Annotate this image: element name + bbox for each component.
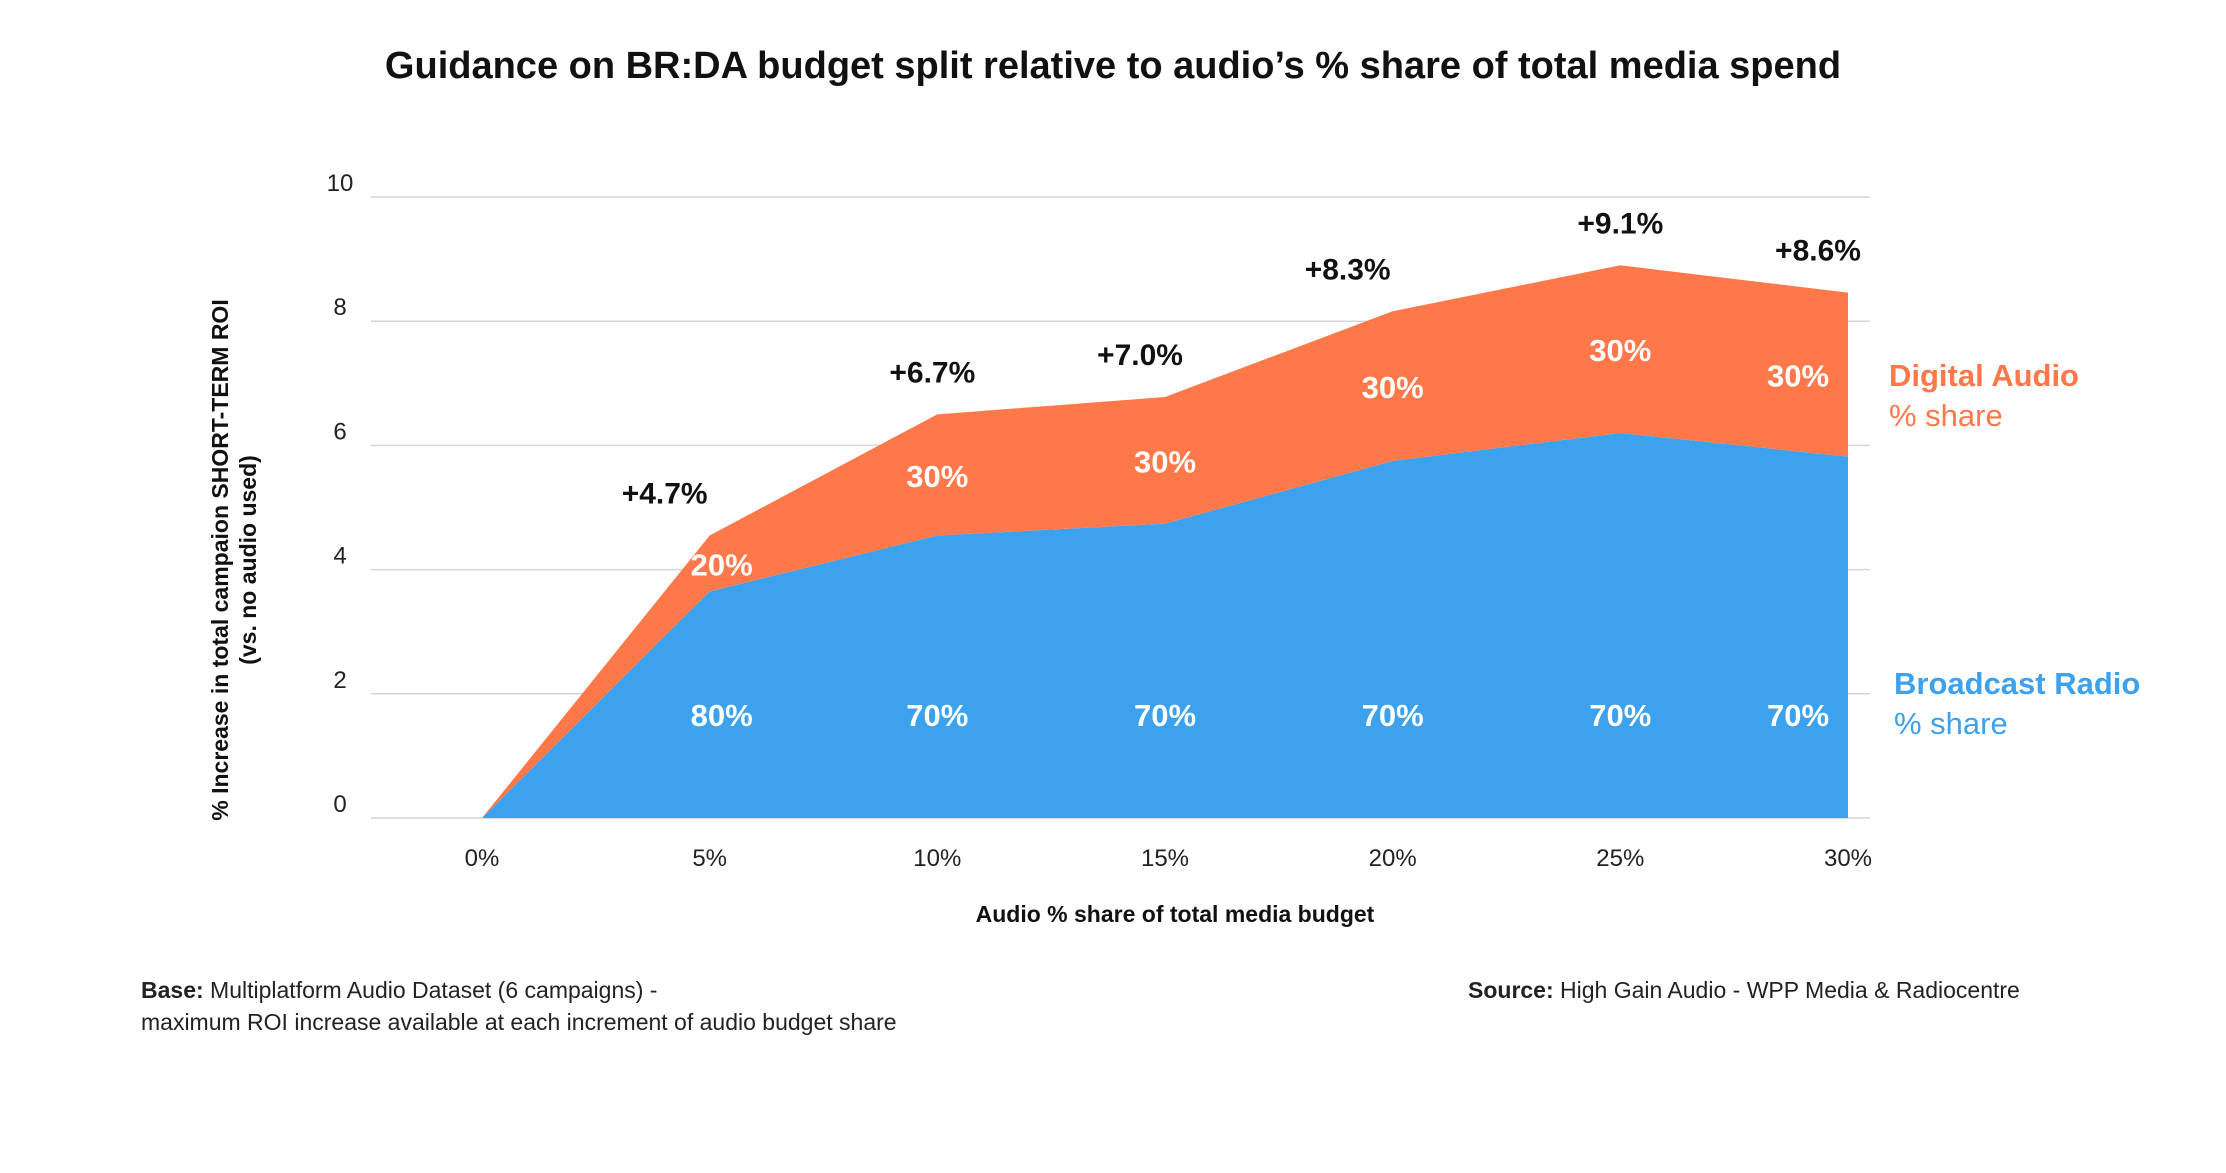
chart-title: Guidance on BR:DA budget split relative … [385, 45, 1841, 87]
x-tick-label: 25% [1596, 845, 1644, 872]
segment-label: 70% [1362, 698, 1424, 733]
x-tick-label: 20% [1369, 845, 1417, 872]
y-tick-label: 2 [333, 667, 346, 694]
y-tick-label: 6 [333, 418, 346, 445]
legend-broadcast-radio-sub: % share [1894, 706, 2008, 741]
source-text: High Gain Audio - WPP Media & Radiocentr… [1554, 977, 2020, 1003]
total-label: +6.7% [889, 356, 975, 389]
legend-broadcast-radio: Broadcast Radio % share [1894, 666, 2140, 741]
segment-label: 70% [1134, 698, 1196, 733]
footer-source: Source: High Gain Audio - WPP Media & Ra… [1468, 977, 2020, 1003]
x-tick-label: 30% [1824, 845, 1872, 872]
segment-label: 20% [691, 547, 753, 582]
total-label: +8.3% [1305, 253, 1391, 286]
areas [482, 265, 1848, 818]
total-label: +7.0% [1097, 339, 1183, 372]
segment-label: 30% [1589, 333, 1651, 368]
x-tick-label: 10% [913, 845, 961, 872]
grid: 0 2 4 6 8 10 0% 5% 10% 15% 20% 25% 30% [327, 170, 1872, 872]
segment-label: 80% [691, 698, 753, 733]
x-axis-label: Audio % share of total media budget [976, 901, 1375, 927]
total-label: +4.7% [622, 477, 708, 510]
segment-label: 70% [1767, 698, 1829, 733]
segment-label: 30% [906, 459, 968, 494]
base-text: Multiplatform Audio Dataset (6 campaigns… [204, 977, 658, 1003]
segment-label: 70% [906, 698, 968, 733]
area-digital-audio [482, 265, 1848, 818]
legend-digital-audio: Digital Audio % share [1889, 358, 2079, 433]
footer-base: Base: Multiplatform Audio Dataset (6 cam… [141, 977, 897, 1035]
segment-label: 30% [1767, 359, 1829, 394]
base-line2: maximum ROI increase available at each i… [141, 1009, 897, 1035]
x-tick-label: 15% [1141, 845, 1189, 872]
source-label: Source: [1468, 977, 1554, 1003]
total-label: +8.6% [1775, 235, 1861, 268]
y-tick-label: 10 [327, 170, 354, 197]
y-axis-label-sub: (vs. no audio used) [235, 455, 261, 665]
segment-label: 30% [1362, 370, 1424, 405]
y-tick-label: 8 [333, 294, 346, 321]
legend-digital-audio-sub: % share [1889, 398, 2003, 433]
segment-label: 30% [1134, 444, 1196, 479]
x-tick-label: 5% [692, 845, 727, 872]
area-broadcast-radio [482, 432, 1848, 818]
total-label: +9.1% [1577, 207, 1663, 240]
y-axis-label: % Increase in total campaion SHORT-TERM … [207, 299, 233, 820]
y-tick-label: 4 [333, 543, 346, 570]
legend-digital-audio-name: Digital Audio [1889, 358, 2079, 393]
segment-label: 70% [1589, 698, 1651, 733]
base-line1: Base: Multiplatform Audio Dataset (6 cam… [141, 977, 657, 1003]
base-label: Base: [141, 977, 204, 1003]
y-tick-label: 0 [333, 791, 346, 818]
labels: 80% 70% 70% 70% 70% 70% 20% 30% 30% 30% 30% 30% +4.7… [622, 207, 1861, 733]
x-tick-label: 0% [465, 845, 500, 872]
source-line: Source: High Gain Audio - WPP Media & Ra… [1468, 977, 2020, 1003]
legend-broadcast-radio-name: Broadcast Radio [1894, 666, 2140, 701]
